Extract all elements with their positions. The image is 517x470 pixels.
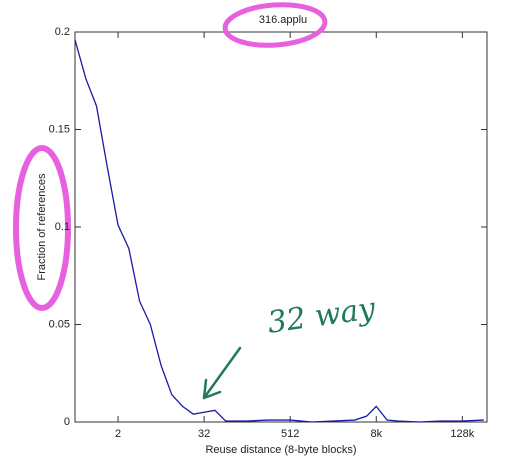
y-tick-label: 0 — [64, 416, 70, 428]
x-tick-label: 8k — [370, 428, 382, 440]
annotation-arrow — [202, 346, 242, 400]
highlight-circle — [222, 2, 328, 48]
highlight-circle — [13, 145, 71, 311]
y-axis-label: Fraction of references — [36, 173, 48, 280]
y-tick-label: 0.1 — [55, 221, 70, 233]
data-line — [74, 39, 484, 423]
plot-frame — [74, 31, 488, 423]
y-tick-label: 0.05 — [49, 318, 70, 330]
chart-title: 316.applu — [259, 14, 307, 26]
x-tick-label: 2 — [115, 428, 121, 440]
y-tick-label: 0.2 — [55, 26, 70, 38]
annotation: 32 way — [265, 291, 378, 341]
x-tick-label: 128k — [450, 428, 474, 440]
y-tick-label: 0.15 — [49, 123, 70, 135]
x-tick-label: 512 — [281, 428, 299, 440]
x-tick-label: 32 — [198, 428, 210, 440]
x-axis-label: Reuse distance (8-byte blocks) — [205, 444, 356, 456]
